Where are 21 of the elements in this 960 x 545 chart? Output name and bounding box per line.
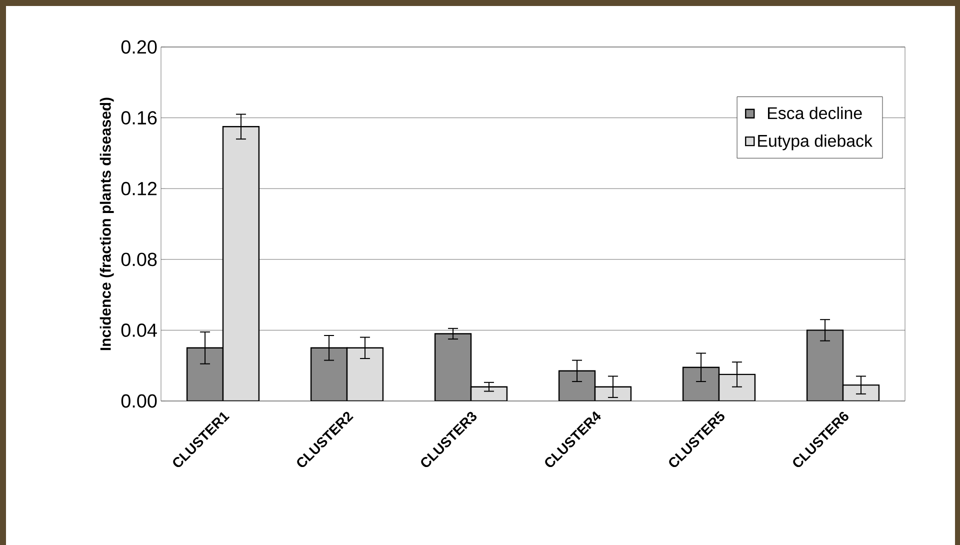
y-axis-title: Incidence (fraction plants diseased) [100,98,114,350]
bar [594,386,632,401]
bar [186,347,224,401]
y-tick-label: 0.12 [121,182,157,196]
bar [222,126,260,401]
bar [310,347,348,401]
y-tick-label: 0.04 [121,323,157,337]
bar [434,333,472,401]
y-tick-label: 0.00 [121,394,157,408]
y-tick-label: 0.08 [121,252,157,266]
bar [682,366,720,401]
bar [470,386,508,401]
bar [558,370,596,401]
bar [806,330,844,401]
bar [842,384,880,401]
legend-label: Eutypa dieback [758,134,873,150]
y-tick-label: 0.20 [121,40,157,54]
bar [718,374,756,401]
y-tick-label: 0.16 [121,111,157,124]
legend-label: Esca decline [768,106,862,120]
bar [346,347,384,401]
